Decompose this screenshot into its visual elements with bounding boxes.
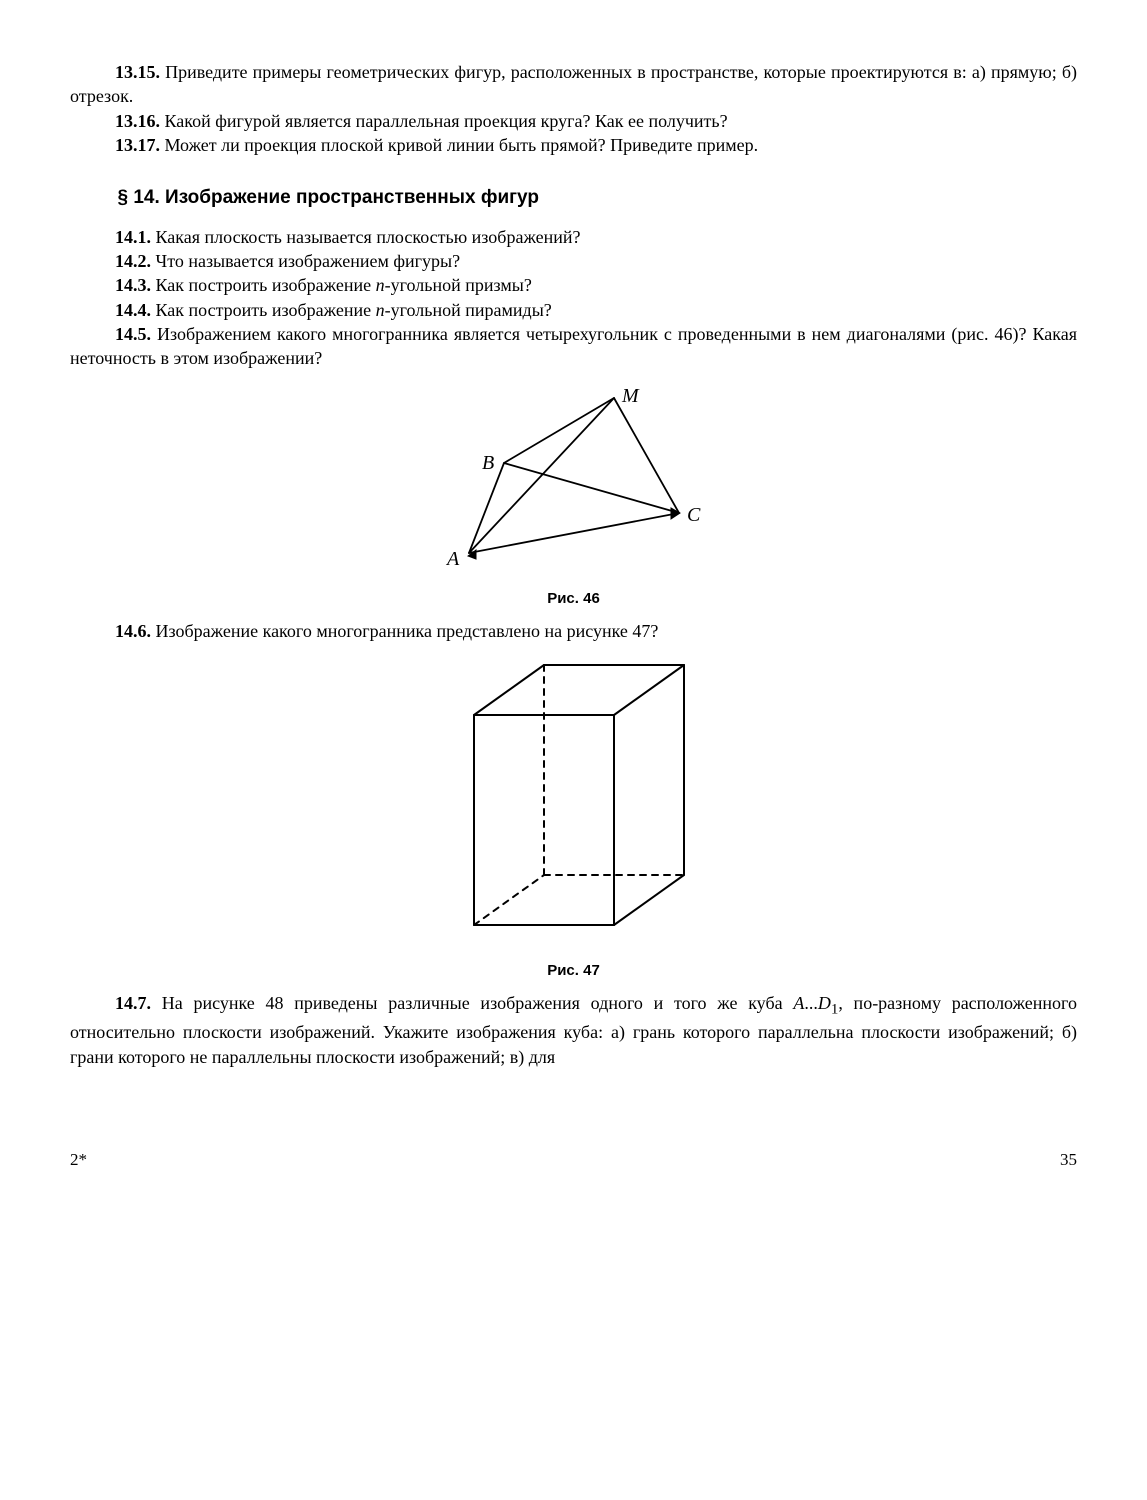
item-13-15: 13.15. Приведите примеры геометрических … <box>70 60 1077 109</box>
item-text: -угольной пирамиды? <box>385 300 552 320</box>
figure-47: Рис. 47 <box>70 655 1077 981</box>
section-14-title: § 14. Изображение пространственных фигур <box>70 185 1077 211</box>
figure-46: A B C M Рис. 46 <box>70 383 1077 609</box>
figure-47-caption: Рис. 47 <box>70 961 1077 981</box>
item-text: Может ли проекция плоской кривой линии б… <box>160 135 758 155</box>
page-footer: 2* 35 <box>70 1149 1077 1172</box>
footer-right: 35 <box>1060 1149 1077 1172</box>
item-number: 13.15. <box>115 62 160 82</box>
variable-n: n <box>376 275 385 295</box>
item-14-3: 14.3. Как построить изображение n-угольн… <box>70 273 1077 297</box>
item-number: 14.3. <box>115 275 151 295</box>
item-text: Изображение какого многогранника предста… <box>151 621 658 641</box>
item-14-6: 14.6. Изображение какого многогранника п… <box>70 619 1077 643</box>
cube-label-a: A <box>793 993 804 1013</box>
item-number: 14.4. <box>115 300 151 320</box>
figure-47-svg <box>434 655 714 955</box>
item-text: -угольной призмы? <box>385 275 532 295</box>
item-number: 14.1. <box>115 227 151 247</box>
item-number: 14.5. <box>115 324 151 344</box>
item-text: На рисунке 48 приведены различные изобра… <box>151 993 793 1013</box>
item-13-16: 13.16. Какой фигурой является параллельн… <box>70 109 1077 133</box>
svg-text:A: A <box>445 548 460 570</box>
item-number: 13.17. <box>115 135 160 155</box>
item-text: Изображением какого многогранника являет… <box>70 324 1077 368</box>
variable-n: n <box>376 300 385 320</box>
item-14-2: 14.2. Что называется изображением фигуры… <box>70 249 1077 273</box>
item-14-4: 14.4. Как построить изображение n-угольн… <box>70 298 1077 322</box>
svg-text:M: M <box>621 385 640 407</box>
item-text: Какой фигурой является параллельная прое… <box>160 111 728 131</box>
item-text: Приведите примеры геометрических фигур, … <box>70 62 1077 106</box>
item-text: Что называется изображением фигуры? <box>151 251 460 271</box>
item-text: Какая плоскость называется плоскостью из… <box>151 227 581 247</box>
cube-label-ellipsis: ... <box>804 993 818 1013</box>
item-13-17: 13.17. Может ли проекция плоской кривой … <box>70 133 1077 157</box>
figure-46-caption: Рис. 46 <box>70 589 1077 609</box>
item-number: 13.16. <box>115 111 160 131</box>
item-number: 14.7. <box>115 993 151 1013</box>
cube-label-d: D <box>818 993 831 1013</box>
item-number: 14.6. <box>115 621 151 641</box>
svg-text:B: B <box>482 452 494 474</box>
item-14-7: 14.7. На рисунке 48 приведены различные … <box>70 991 1077 1068</box>
item-number: 14.2. <box>115 251 151 271</box>
item-text: Как построить изображение <box>151 300 376 320</box>
item-14-5: 14.5. Изображением какого многогранника … <box>70 322 1077 371</box>
figure-46-svg: A B C M <box>409 383 739 583</box>
footer-left: 2* <box>70 1149 87 1172</box>
svg-text:C: C <box>687 504 701 526</box>
item-14-1: 14.1. Какая плоскость называется плоскос… <box>70 225 1077 249</box>
item-text: Как построить изображение <box>151 275 376 295</box>
